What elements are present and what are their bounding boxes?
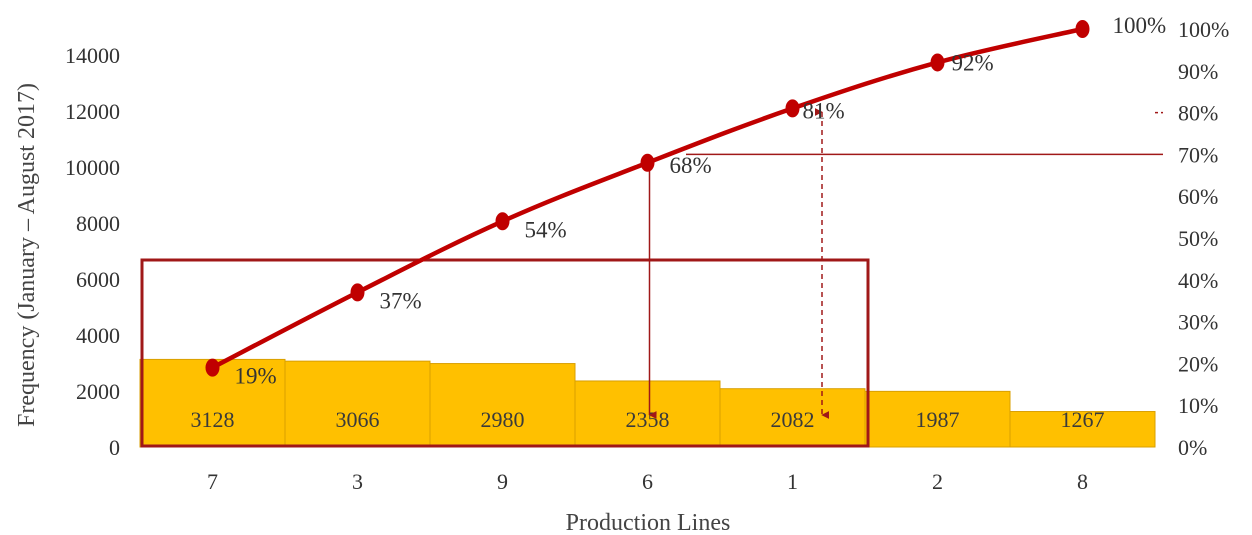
y-tick-label: 10000 bbox=[65, 155, 120, 180]
highlight-box bbox=[140, 258, 870, 448]
x-tick-label: 2 bbox=[932, 469, 943, 494]
x-axis-ticks: 7 3 9 6 1 2 8 bbox=[207, 469, 1088, 494]
cumulative-labels: 19% 37% 54% 68% 81% 92% 100% bbox=[235, 13, 1167, 389]
cumulative-label: 100% bbox=[1113, 13, 1167, 38]
x-tick-label: 9 bbox=[497, 469, 508, 494]
cumulative-point bbox=[640, 153, 655, 172]
y2-tick-label: 90% bbox=[1178, 59, 1218, 84]
y2-tick-label: 40% bbox=[1178, 268, 1218, 293]
y2-tick-label: 100% bbox=[1178, 17, 1229, 42]
x-tick-label: 8 bbox=[1077, 469, 1088, 494]
y2-tick-label: 0% bbox=[1178, 435, 1207, 460]
y2-tick-label: 10% bbox=[1178, 393, 1218, 418]
bar bbox=[719, 388, 866, 448]
bars bbox=[139, 358, 1156, 448]
cumulative-point bbox=[930, 53, 945, 72]
cumulative-label: 68% bbox=[670, 153, 712, 178]
bar-value-label: 1267 bbox=[1061, 407, 1105, 432]
bar-value-labels: 3128 3066 2980 2358 2082 1987 1267 bbox=[191, 407, 1105, 432]
y2-tick-label: 70% bbox=[1178, 142, 1218, 167]
y-tick-label: 12000 bbox=[65, 99, 120, 124]
cumulative-label: 54% bbox=[525, 217, 567, 242]
bar bbox=[574, 380, 721, 448]
cumulative-label: 19% bbox=[235, 364, 277, 389]
cumulative-line bbox=[210, 26, 1085, 370]
bar-value-label: 2082 bbox=[771, 407, 815, 432]
annotations bbox=[140, 108, 1163, 448]
bar bbox=[864, 390, 1011, 448]
cumulative-point bbox=[785, 99, 800, 118]
cumulative-point bbox=[205, 358, 220, 377]
y-tick-label: 4000 bbox=[76, 323, 120, 348]
y-axis-title: Frequency (January – August 2017) bbox=[14, 83, 40, 427]
bar bbox=[429, 363, 576, 448]
cumulative-line-group bbox=[205, 20, 1090, 377]
cumulative-point bbox=[495, 212, 510, 231]
bar bbox=[284, 360, 431, 448]
x-axis-title: Production Lines bbox=[566, 510, 731, 535]
y2-tick-label: 50% bbox=[1178, 226, 1218, 251]
left-axis-ticks: 0 2000 4000 6000 8000 10000 12000 14000 bbox=[65, 43, 120, 460]
y2-tick-label: 30% bbox=[1178, 310, 1218, 335]
right-axis-ticks: 0% 10% 20% 30% 40% 50% 60% 70% 80% 90% 100% bbox=[1178, 17, 1229, 460]
bar-value-label: 1987 bbox=[916, 407, 960, 432]
bar-value-label: 3066 bbox=[336, 407, 380, 432]
y-tick-label: 0 bbox=[109, 435, 120, 460]
bar-value-label: 2980 bbox=[481, 407, 525, 432]
y-tick-label: 6000 bbox=[76, 267, 120, 292]
y-tick-label: 8000 bbox=[76, 211, 120, 236]
bar-value-label: 3128 bbox=[191, 407, 235, 432]
y-tick-label: 2000 bbox=[76, 379, 120, 404]
y-tick-label: 14000 bbox=[65, 43, 120, 68]
cumulative-point bbox=[350, 283, 365, 302]
x-tick-label: 3 bbox=[352, 469, 363, 494]
cumulative-label: 37% bbox=[380, 288, 422, 313]
cumulative-point bbox=[1075, 20, 1090, 38]
cumulative-label: 81% bbox=[803, 98, 845, 123]
y2-tick-label: 80% bbox=[1178, 101, 1218, 126]
x-tick-label: 6 bbox=[642, 469, 653, 494]
x-tick-label: 1 bbox=[787, 469, 798, 494]
bar bbox=[1009, 411, 1156, 448]
x-tick-label: 7 bbox=[207, 469, 218, 494]
bar-value-label: 2358 bbox=[626, 407, 670, 432]
y2-tick-label: 60% bbox=[1178, 184, 1218, 209]
y2-tick-label: 20% bbox=[1178, 351, 1218, 376]
cumulative-label: 92% bbox=[952, 50, 994, 75]
